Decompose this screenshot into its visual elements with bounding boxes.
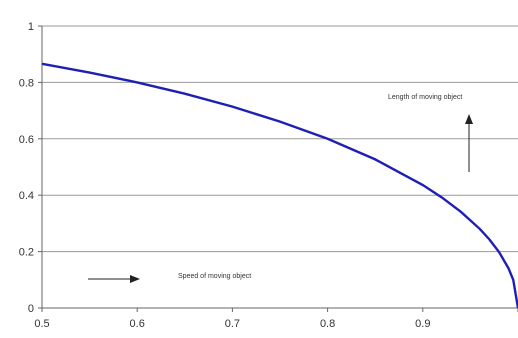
x-tick-label: 0.7 — [225, 318, 240, 330]
y-tick-labels: 0 0.2 0.4 0.6 0.8 1 — [19, 21, 42, 315]
y-tick-label: 1 — [28, 21, 34, 33]
y-tick-label: 0.2 — [19, 247, 34, 259]
y-tick-label: 0.8 — [19, 77, 34, 89]
y-tick-label: 0.4 — [19, 190, 34, 202]
x-tick-label: 0.8 — [320, 318, 335, 330]
grid-lines — [42, 25, 518, 253]
annotation-speed-arrow — [88, 275, 140, 283]
x-tick-label: 0.5 — [34, 318, 49, 330]
annotation-length: Length of moving object — [388, 94, 462, 101]
x-tick-label: 0.9 — [415, 318, 430, 330]
annotation-length-arrow — [465, 114, 473, 172]
x-tick-labels: 0.5 0.6 0.7 0.8 0.9 — [34, 308, 518, 330]
y-tick-label: 0.6 — [19, 134, 34, 146]
annotation-speed: Speed of moving object — [178, 273, 251, 280]
x-tick-label: 0.6 — [130, 318, 145, 330]
y-tick-label: 0 — [28, 303, 34, 315]
series-line — [41, 62, 518, 309]
